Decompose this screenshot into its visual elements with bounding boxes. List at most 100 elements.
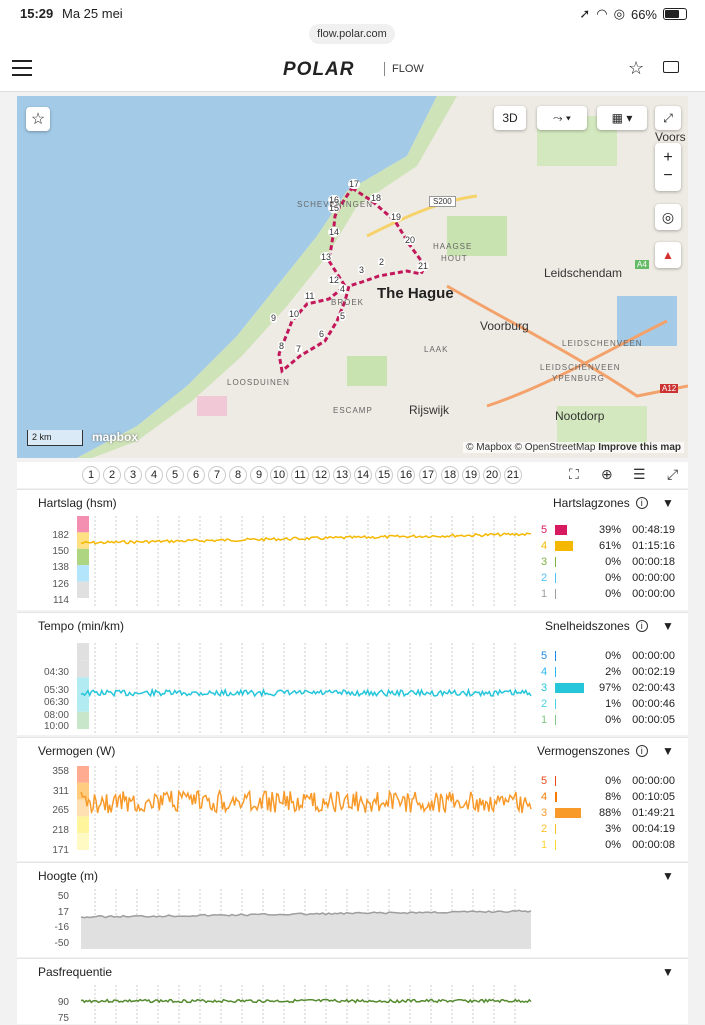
lap-marker[interactable]: 4 [339, 284, 347, 294]
y-axis-tick: 17 [57, 907, 69, 918]
lap-chip[interactable]: 1 [82, 466, 100, 484]
lap-chip[interactable]: 9 [250, 466, 268, 484]
lap-marker[interactable]: 17 [348, 179, 361, 189]
lap-chip[interactable]: 3 [124, 466, 142, 484]
zone-strip [77, 711, 89, 729]
power-zones-header[interactable]: Vermogenszones i [537, 744, 648, 758]
pace-chart[interactable] [77, 643, 533, 733]
lap-marker[interactable]: 5 [339, 311, 347, 321]
lap-marker[interactable]: 18 [370, 193, 383, 203]
lap-marker[interactable]: 15 [328, 203, 341, 213]
cadence-chart[interactable] [77, 985, 533, 1025]
url-field[interactable]: flow.polar.com [309, 24, 395, 44]
info-icon[interactable]: i [635, 745, 648, 757]
map-draw-route-icon[interactable]: ⤳ ▾ [537, 106, 587, 130]
lap-chip[interactable]: 5 [166, 466, 184, 484]
lap-marker[interactable]: 3 [358, 265, 366, 275]
lap-chip[interactable]: 12 [312, 466, 330, 484]
lap-chip[interactable]: 8 [229, 466, 247, 484]
lap-marker[interactable]: 12 [328, 275, 341, 285]
chevron-down-icon[interactable]: ▼ [662, 869, 674, 883]
power-chart[interactable] [77, 766, 533, 858]
lap-marker[interactable]: 8 [278, 341, 286, 351]
chevron-down-icon[interactable]: ▼ [662, 496, 674, 510]
lap-marker[interactable]: 2 [378, 257, 386, 267]
zoom-out-icon[interactable]: − [663, 167, 673, 184]
y-axis-tick: 06:30 [43, 697, 69, 708]
crop-icon[interactable]: ⛶ [569, 466, 579, 482]
series-area [81, 910, 531, 949]
expand-icon[interactable]: ⤢ [667, 466, 679, 482]
lap-marker[interactable]: 20 [404, 235, 417, 245]
menu-icon[interactable] [12, 60, 32, 76]
lap-chip[interactable]: 7 [208, 466, 226, 484]
y-axis-tick: 265 [52, 805, 69, 816]
heart-rate-chart[interactable] [77, 516, 533, 606]
chevron-down-icon[interactable]: ▼ [662, 744, 674, 758]
lap-marker[interactable]: 11 [304, 291, 316, 301]
map-fullscreen-icon[interactable]: ⤢ [655, 106, 681, 130]
zone-row: 4 8% 00:10:05 [541, 790, 675, 804]
lap-marker[interactable]: 16 [328, 195, 341, 205]
lap-chip[interactable]: 17 [419, 466, 437, 484]
zone-percent: 1% [605, 698, 621, 710]
zone-percent: 0% [605, 714, 621, 726]
lap-chip[interactable]: 13 [333, 466, 351, 484]
lap-marker[interactable]: 10 [288, 309, 301, 319]
locate-icon[interactable]: ◎ [655, 204, 681, 230]
zone-time: 00:00:00 [632, 775, 675, 787]
zone-time: 00:00:46 [632, 698, 675, 710]
status-time: 15:29 [20, 6, 54, 21]
compass-icon[interactable]: ▲ [655, 242, 681, 268]
lap-marker[interactable]: 14 [328, 227, 341, 237]
map-layers-icon[interactable]: ▦ ▾ [597, 106, 647, 130]
road-shield-s200: S200 [429, 196, 456, 207]
chevron-down-icon[interactable]: ▼ [662, 619, 674, 633]
lap-marker[interactable]: 19 [390, 212, 403, 222]
lap-chip[interactable]: 16 [397, 466, 415, 484]
zone-row: 2 3% 00:04:19 [541, 822, 675, 836]
lap-chip[interactable]: 4 [145, 466, 163, 484]
lap-chip[interactable]: 6 [187, 466, 205, 484]
lap-marker[interactable]: 7 [295, 344, 303, 354]
lap-marker[interactable]: 9 [270, 313, 278, 323]
series-line [80, 909, 532, 919]
pace-zones-header[interactable]: Snelheidszones i [545, 619, 648, 633]
settings-sliders-icon[interactable]: ☰ [633, 466, 646, 482]
lap-marker[interactable]: 13 [320, 252, 333, 262]
zone-row: 2 1% 00:00:46 [541, 697, 675, 711]
chevron-down-icon[interactable]: ▼ [662, 965, 674, 979]
lap-chip[interactable]: 15 [375, 466, 393, 484]
district-label: LEIDSCHENVEEN [562, 339, 643, 348]
lap-chip[interactable]: 20 [483, 466, 501, 484]
map-3d-button[interactable]: 3D [494, 106, 526, 130]
road-shield-a4: A4 [635, 260, 649, 269]
location-icon: ➚ [579, 6, 591, 21]
zone-time: 00:48:19 [632, 524, 675, 536]
info-icon[interactable]: i [635, 620, 648, 632]
lap-marker[interactable]: 6 [318, 329, 326, 339]
map-favorite-star-icon[interactable]: ☆ [26, 107, 50, 131]
zone-strip [77, 833, 89, 850]
zoom-in-icon[interactable]: + [663, 149, 673, 166]
zoom-icon[interactable]: ⊕ [601, 466, 613, 482]
lap-marker[interactable]: 21 [417, 261, 430, 271]
lap-chip[interactable]: 14 [354, 466, 372, 484]
power-title: Vermogen (W) [38, 744, 116, 758]
improve-map-link[interactable]: Improve this map [598, 442, 681, 453]
lap-chip[interactable]: 10 [270, 466, 288, 484]
hr-zones-header[interactable]: Hartslagzones i [553, 496, 648, 510]
zone-percent: 8% [605, 791, 621, 803]
lap-chip[interactable]: 19 [462, 466, 480, 484]
lap-chip[interactable]: 18 [441, 466, 459, 484]
message-icon[interactable] [663, 61, 679, 73]
lap-chip[interactable]: 2 [103, 466, 121, 484]
polar-logo[interactable]: POLAR [283, 59, 355, 80]
lap-chip[interactable]: 21 [504, 466, 522, 484]
info-icon[interactable]: i [635, 497, 648, 509]
lap-chip[interactable]: 11 [291, 466, 309, 484]
altitude-chart[interactable] [77, 889, 533, 949]
attribution-text[interactable]: © Mapbox © OpenStreetMap [466, 442, 596, 453]
favorite-star-icon[interactable]: ☆ [628, 58, 645, 78]
